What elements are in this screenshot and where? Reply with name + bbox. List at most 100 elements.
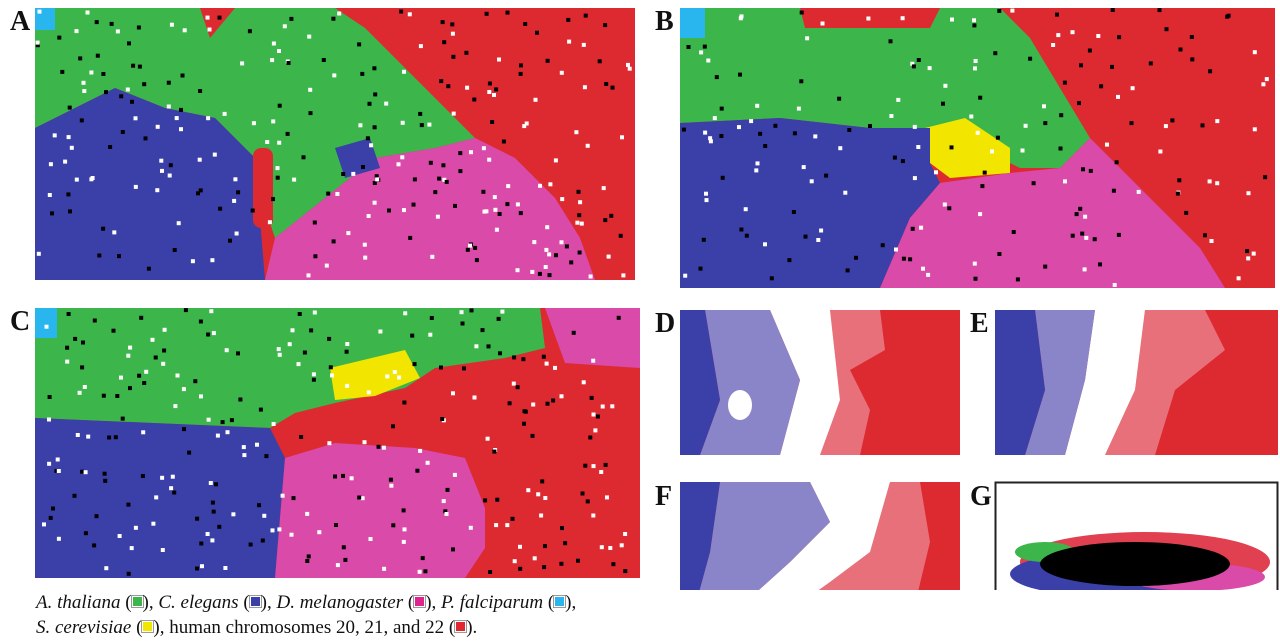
speckle: [74, 29, 79, 34]
speckle: [1236, 276, 1241, 281]
speckle: [1252, 50, 1257, 55]
speckle: [468, 243, 472, 248]
speckle: [195, 516, 200, 521]
speckle: [423, 569, 428, 574]
speckle: [117, 254, 121, 259]
speckle: [585, 499, 590, 504]
speckle: [271, 422, 276, 426]
speckle: [411, 202, 416, 207]
speckle: [169, 22, 174, 27]
speckle: [168, 163, 173, 168]
speckle: [223, 566, 228, 570]
cloud: [1040, 542, 1230, 586]
speckle: [547, 252, 552, 257]
speckle: [1015, 277, 1020, 282]
speckle: [1215, 119, 1220, 124]
speckle: [418, 111, 423, 116]
speckle: [538, 183, 542, 188]
speckle: [621, 273, 626, 278]
speckle: [892, 155, 897, 160]
speckle: [543, 544, 547, 549]
speckle: [425, 460, 430, 465]
region: [680, 310, 720, 455]
speckle: [600, 404, 605, 409]
speckle: [512, 355, 517, 360]
speckle: [242, 453, 247, 458]
speckle: [544, 361, 549, 366]
speckle: [47, 417, 51, 422]
speckle: [575, 220, 580, 225]
speckle: [1207, 179, 1212, 184]
speckle: [142, 82, 147, 87]
speckle: [271, 197, 275, 202]
speckle: [972, 23, 977, 28]
speckle: [89, 177, 94, 182]
speckle: [1088, 168, 1093, 173]
speckle: [65, 345, 70, 350]
speckle: [362, 440, 367, 445]
legend-swatch: [454, 620, 468, 633]
speckle: [337, 11, 342, 16]
speckle: [880, 243, 885, 248]
speckle: [1078, 206, 1083, 211]
speckle: [258, 407, 263, 412]
speckle: [993, 51, 998, 56]
speckle: [376, 444, 381, 449]
speckle: [119, 94, 124, 99]
speckle: [176, 221, 181, 226]
speckle: [402, 527, 407, 532]
speckle: [442, 177, 447, 182]
speckle: [365, 136, 370, 141]
speckle: [79, 118, 84, 123]
speckle: [172, 248, 177, 252]
speckle: [198, 188, 203, 193]
speckle: [535, 30, 539, 35]
speckle: [1056, 33, 1061, 38]
speckle: [55, 457, 60, 462]
speckle: [1148, 61, 1153, 66]
speckle: [144, 369, 149, 374]
speckle: [301, 155, 306, 160]
speckle: [128, 386, 132, 391]
speckle: [155, 188, 160, 193]
speckle: [155, 124, 160, 129]
speckle: [51, 506, 55, 511]
speckle: [81, 340, 85, 345]
legend-swatch: [141, 620, 155, 633]
speckle: [749, 119, 754, 124]
speckle: [44, 324, 49, 329]
speckle: [101, 72, 106, 76]
speckle: [559, 394, 564, 399]
speckle: [507, 401, 512, 406]
speckle: [703, 130, 708, 135]
speckle: [980, 184, 985, 189]
speckle: [196, 191, 200, 196]
speckle: [441, 499, 446, 504]
speckle: [686, 45, 691, 49]
speckle: [900, 159, 905, 164]
speckle: [220, 420, 225, 425]
speckle: [497, 212, 502, 216]
speckle: [1264, 77, 1269, 82]
speckle: [1055, 12, 1059, 17]
speckle: [101, 226, 106, 231]
speckle: [545, 401, 550, 406]
speckle: [173, 404, 178, 409]
speckle: [296, 362, 301, 367]
speckle: [277, 140, 282, 145]
punctuation: (: [238, 592, 250, 613]
speckle: [458, 151, 463, 156]
speckle: [391, 523, 396, 528]
region: [925, 118, 1010, 178]
speckle: [374, 174, 379, 179]
speckle: [83, 531, 88, 536]
speckle: [48, 162, 53, 167]
speckle: [581, 380, 586, 385]
speckle: [451, 54, 456, 59]
speckle: [1246, 191, 1251, 196]
speckle: [1098, 262, 1102, 267]
speckle: [433, 190, 438, 195]
speckle: [927, 66, 932, 71]
speckle: [357, 495, 362, 500]
